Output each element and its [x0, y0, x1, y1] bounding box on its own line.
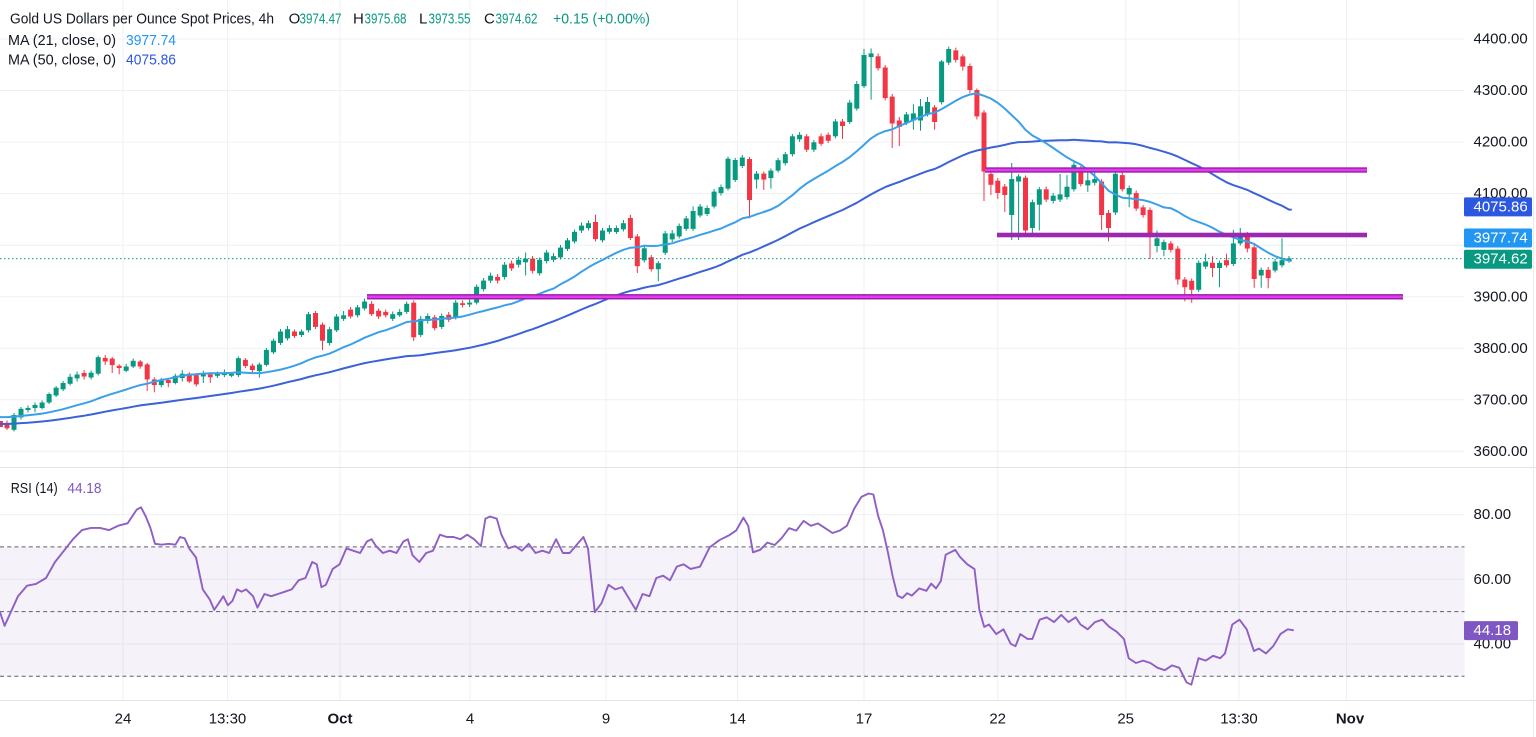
svg-text:4200.00: 4200.00 [1474, 134, 1528, 151]
svg-text:24: 24 [115, 711, 132, 728]
svg-text:MA (50, close, 0): MA (50, close, 0) [8, 52, 116, 69]
svg-text:3974.62: 3974.62 [1474, 251, 1528, 268]
svg-text:RSI (14): RSI (14) [11, 480, 58, 497]
svg-text:3974.62: 3974.62 [496, 11, 538, 28]
svg-text:O: O [289, 11, 301, 28]
svg-text:3974.47: 3974.47 [300, 11, 342, 28]
svg-text:22: 22 [989, 711, 1006, 728]
svg-text:4: 4 [466, 711, 474, 728]
svg-text:Oct: Oct [327, 711, 352, 728]
svg-text:MA (21, close, 0): MA (21, close, 0) [8, 32, 116, 49]
svg-text:60.00: 60.00 [1474, 571, 1512, 588]
svg-text:H: H [353, 11, 364, 28]
svg-text:25: 25 [1117, 711, 1134, 728]
svg-text:+0.15 (+0.00%): +0.15 (+0.00%) [553, 11, 650, 28]
svg-text:13:30: 13:30 [1220, 711, 1258, 728]
svg-text:44.18: 44.18 [67, 480, 101, 497]
svg-text:3975.68: 3975.68 [365, 11, 407, 28]
svg-text:3800.00: 3800.00 [1474, 340, 1528, 357]
svg-text:13:30: 13:30 [209, 711, 247, 728]
svg-text:Nov: Nov [1336, 711, 1365, 728]
svg-text:4300.00: 4300.00 [1474, 82, 1528, 99]
svg-text:44.18: 44.18 [1474, 622, 1512, 639]
svg-text:3973.55: 3973.55 [429, 11, 471, 28]
svg-text:3600.00: 3600.00 [1474, 443, 1528, 460]
svg-text:4400.00: 4400.00 [1474, 31, 1528, 48]
svg-text:3700.00: 3700.00 [1474, 391, 1528, 408]
svg-text:3900.00: 3900.00 [1474, 288, 1528, 305]
svg-text:17: 17 [856, 711, 873, 728]
svg-text:3977.74: 3977.74 [126, 32, 176, 49]
svg-text:C: C [484, 11, 495, 28]
svg-text:9: 9 [602, 711, 610, 728]
svg-text:80.00: 80.00 [1474, 506, 1512, 523]
svg-text:3977.74: 3977.74 [1474, 230, 1528, 247]
svg-text:L: L [419, 11, 427, 28]
svg-text:14: 14 [729, 711, 746, 728]
svg-text:4075.86: 4075.86 [1474, 198, 1528, 215]
svg-text:Gold US Dollars per Ounce Spot: Gold US Dollars per Ounce Spot Prices, 4… [10, 11, 274, 28]
svg-text:4075.86: 4075.86 [126, 52, 176, 69]
